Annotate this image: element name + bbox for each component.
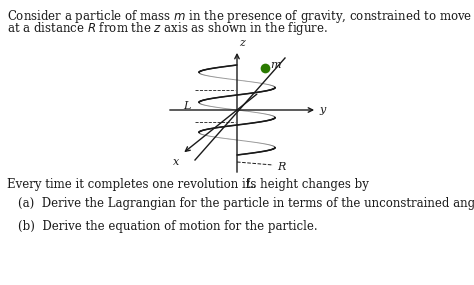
Text: R: R: [277, 162, 285, 172]
Text: L: L: [183, 101, 191, 111]
Text: (a)  Derive the Lagrangian for the particle in terms of the unconstrained angula: (a) Derive the Lagrangian for the partic…: [18, 197, 474, 210]
Text: y: y: [319, 105, 325, 115]
Text: x: x: [173, 157, 179, 167]
Text: z: z: [239, 38, 245, 48]
Text: at a distance $R$ from the $z$ axis as shown in the figure.: at a distance $R$ from the $z$ axis as s…: [7, 20, 328, 37]
Text: (b)  Derive the equation of motion for the particle.: (b) Derive the equation of motion for th…: [18, 220, 318, 233]
Text: Consider a particle of mass $m$ in the presence of gravity, constrained to move : Consider a particle of mass $m$ in the p…: [7, 8, 474, 25]
Text: Every time it completes one revolution its height changes by: Every time it completes one revolution i…: [7, 178, 373, 191]
Text: m: m: [270, 60, 281, 70]
Text: L.: L.: [246, 178, 257, 191]
